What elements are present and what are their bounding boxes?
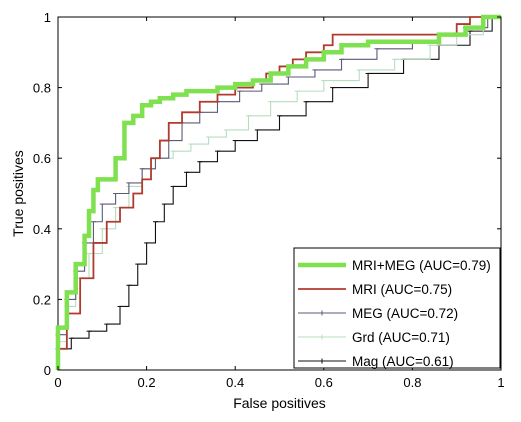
- legend-label: Mag (AUC=0.61): [352, 354, 454, 369]
- x-tick-label: 0.2: [138, 375, 156, 390]
- y-tick-label: 1: [44, 10, 51, 25]
- series-0: [55, 14, 501, 370]
- legend-box: [293, 247, 501, 369]
- series-4: [55, 16, 501, 370]
- tick-layer: 0 0.2 0.4 0.6 0.8 1 0 0.2 0.4 0.6 0.8 1: [33, 10, 505, 390]
- legend: MRI+MEG (AUC=0.79) MRI (AUC=0.75) MEG (AUC…: [293, 247, 501, 369]
- legend-label: MEG (AUC=0.72): [352, 306, 458, 321]
- y-axis-title: True positives: [10, 150, 26, 237]
- x-tick-label: 1: [497, 375, 504, 390]
- series-1: [57, 16, 501, 370]
- series-line: [57, 16, 501, 370]
- x-tick-label: 0.6: [315, 375, 333, 390]
- series-line: [55, 14, 501, 370]
- x-axis-title: False positives: [233, 395, 326, 411]
- series-line: [57, 16, 501, 370]
- series-layer: [55, 14, 501, 370]
- y-tick-label: 0.8: [33, 81, 51, 96]
- legend-label: MRI+MEG (AUC=0.79): [352, 258, 491, 273]
- y-tick-label: 0.2: [33, 292, 51, 307]
- legend-label: MRI (AUC=0.75): [352, 282, 452, 297]
- legend-label: Grd (AUC=0.71): [352, 330, 450, 345]
- y-tick-label: 0.4: [33, 222, 51, 237]
- y-tick-label: 0: [44, 363, 51, 378]
- y-tick-label: 0.6: [33, 151, 51, 166]
- x-tick-label: 0.8: [403, 375, 421, 390]
- x-tick-label: 0: [54, 375, 61, 390]
- x-tick-label: 0.4: [226, 375, 244, 390]
